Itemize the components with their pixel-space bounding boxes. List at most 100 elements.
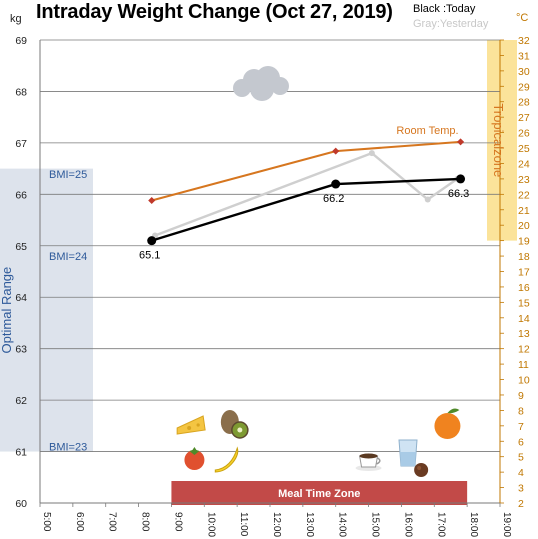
coffee-handle bbox=[376, 457, 381, 465]
left-tick-label: 63 bbox=[15, 344, 27, 356]
cloud-puff bbox=[250, 77, 274, 101]
cheese-hole bbox=[187, 426, 192, 430]
x-tick-label: 7:00 bbox=[107, 512, 118, 532]
cloud-puff bbox=[271, 77, 289, 95]
x-tick-label: 15:00 bbox=[370, 512, 381, 537]
kiwi-core bbox=[237, 427, 243, 433]
right-tick-label: 18 bbox=[518, 251, 530, 263]
left-tick-label: 68 bbox=[15, 86, 27, 98]
right-tick-label: 5 bbox=[518, 452, 524, 464]
meal-time-zone-band bbox=[171, 481, 468, 505]
right-tick-label: 20 bbox=[518, 220, 530, 232]
right-tick-label: 13 bbox=[518, 328, 530, 340]
right-tick-label: 10 bbox=[518, 375, 530, 387]
right-tick-label: 16 bbox=[518, 282, 530, 294]
orange-leaf bbox=[447, 408, 460, 414]
cloud-icon bbox=[233, 66, 289, 101]
x-tick-label: 17:00 bbox=[435, 512, 446, 537]
tomato-leaf bbox=[189, 447, 200, 455]
right-tick-label: 27 bbox=[518, 112, 530, 124]
left-tick-label: 64 bbox=[15, 292, 27, 304]
room-temp-label: Room Temp. bbox=[396, 125, 458, 137]
yesterday-weight-point bbox=[424, 196, 431, 203]
right-tick-label: 15 bbox=[518, 297, 530, 309]
yesterday-weight-point bbox=[368, 150, 375, 157]
right-tick-label: 21 bbox=[518, 205, 530, 217]
x-tick-label: 5:00 bbox=[41, 512, 52, 532]
cheese-icon bbox=[176, 415, 206, 435]
right-tick-label: 8 bbox=[518, 405, 524, 417]
tropical-zone-band bbox=[487, 40, 517, 241]
tomato-icon bbox=[184, 447, 205, 470]
room-temp-point bbox=[148, 196, 156, 205]
left-tick-label: 69 bbox=[15, 35, 27, 47]
tropical-zone-label: Tropicalzone bbox=[491, 103, 506, 177]
right-tick-label: 30 bbox=[518, 66, 530, 78]
room-temp-line bbox=[151, 140, 461, 202]
left-tick-label: 65 bbox=[15, 241, 27, 253]
optimal-range-band bbox=[0, 168, 93, 452]
right-tick-label: 11 bbox=[518, 359, 529, 371]
right-tick-label: 22 bbox=[518, 189, 530, 201]
right-tick-label: 7 bbox=[518, 421, 524, 433]
x-tick-label: 8:00 bbox=[140, 512, 151, 532]
x-tick-label: 14:00 bbox=[337, 512, 348, 537]
bmi-label: BMI=25 bbox=[49, 169, 87, 181]
orange-body bbox=[434, 413, 461, 439]
water-glass-icon bbox=[398, 439, 418, 467]
x-tick-label: 13:00 bbox=[304, 512, 315, 537]
today-weight-point bbox=[147, 236, 157, 246]
chocolate-icon bbox=[414, 463, 429, 477]
right-tick-label: 3 bbox=[518, 483, 524, 495]
left-tick-label: 67 bbox=[15, 138, 27, 150]
right-tick-label: 14 bbox=[518, 313, 530, 325]
right-tick-label: 4 bbox=[518, 467, 524, 479]
kiwi-icon bbox=[220, 410, 249, 439]
bmi-label: BMI=24 bbox=[49, 251, 87, 263]
today-weight-point bbox=[331, 179, 341, 189]
coffee-cup-icon bbox=[355, 453, 382, 471]
right-tick-label: 31 bbox=[518, 50, 530, 62]
right-tick-label: 23 bbox=[518, 174, 530, 186]
x-tick-label: 16:00 bbox=[402, 512, 413, 537]
x-tick-label: 12:00 bbox=[271, 512, 282, 537]
legend-today: Black :Today bbox=[413, 3, 476, 15]
right-axis-unit: °C bbox=[516, 12, 528, 24]
cheese-hole bbox=[196, 423, 200, 427]
room-temp-point bbox=[457, 138, 465, 146]
x-tick-label: 11:00 bbox=[238, 512, 249, 537]
right-tick-label: 17 bbox=[518, 267, 530, 279]
right-tick-label: 32 bbox=[518, 35, 530, 47]
right-tick-label: 19 bbox=[518, 236, 530, 248]
meal-time-zone-label: Meal Time Zone bbox=[278, 488, 360, 500]
x-tick-label: 19:00 bbox=[501, 512, 512, 537]
chart-title: Intraday Weight Change (Oct 27, 2019) bbox=[36, 1, 393, 23]
x-tick-label: 10:00 bbox=[205, 512, 216, 537]
right-tick-label: 12 bbox=[518, 344, 530, 356]
right-tick-label: 29 bbox=[518, 81, 530, 93]
legend-yesterday: Gray:Yesterday bbox=[413, 18, 489, 30]
right-tick-label: 26 bbox=[518, 128, 530, 140]
left-axis-unit: kg bbox=[10, 13, 22, 25]
left-tick-label: 61 bbox=[15, 447, 27, 459]
room-temp-point bbox=[332, 147, 340, 155]
today-weight-point bbox=[456, 174, 466, 184]
chocolate-shine bbox=[417, 466, 422, 470]
banana-icon bbox=[214, 446, 239, 473]
right-tick-label: 28 bbox=[518, 97, 530, 109]
left-tick-label: 62 bbox=[15, 395, 27, 407]
cheese-body bbox=[176, 415, 206, 435]
x-tick-label: 18:00 bbox=[468, 512, 479, 537]
yesterday-weight-line bbox=[154, 151, 458, 237]
coffee-liquid bbox=[359, 453, 378, 459]
left-tick-label: 66 bbox=[15, 189, 27, 201]
right-tick-label: 24 bbox=[518, 158, 530, 170]
right-tick-label: 2 bbox=[518, 498, 524, 510]
right-tick-label: 25 bbox=[518, 143, 530, 155]
today-weight-label: 66.2 bbox=[323, 193, 344, 205]
x-tick-label: 6:00 bbox=[74, 512, 85, 532]
chocolate-body bbox=[414, 463, 429, 477]
tomato-body bbox=[184, 450, 205, 470]
orange-icon bbox=[434, 408, 461, 439]
